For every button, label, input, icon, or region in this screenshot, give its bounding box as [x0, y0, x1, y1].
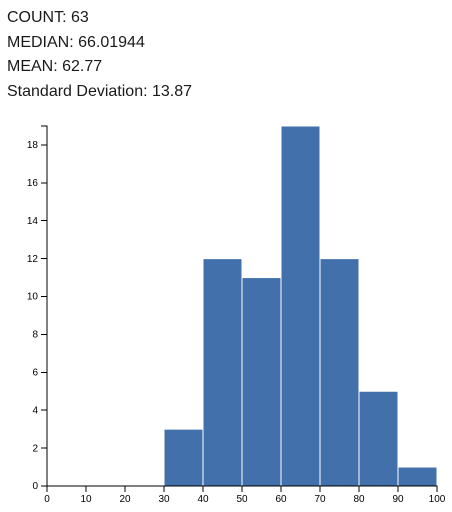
- histogram-bars: [163, 125, 438, 487]
- x-tick-80: 80: [353, 486, 365, 505]
- x-tick-90: 90: [392, 486, 404, 505]
- x-tick-50: 50: [236, 486, 248, 505]
- y-tick-label: 2: [32, 443, 38, 454]
- y-tick-label: 4: [32, 405, 38, 416]
- y-tick-16: 16: [27, 178, 47, 189]
- y-tick-label: 16: [27, 178, 39, 189]
- histogram-bar-80-90: [358, 390, 399, 487]
- y-tick-14: 14: [27, 216, 47, 227]
- x-tick-label: 50: [236, 494, 248, 505]
- histogram-bar-50-60: [241, 277, 282, 487]
- histogram-bar-70-80: [319, 258, 360, 487]
- y-tick-label: 6: [32, 368, 38, 379]
- y-tick-4: 4: [32, 405, 47, 416]
- x-axis: 0 10 20 30 40 50 60 70 80 90 100: [44, 485, 446, 505]
- median-stat: MEDIAN: 66.01944: [7, 33, 145, 51]
- y-tick-label: 12: [27, 254, 39, 265]
- std-dev-stat: Standard Deviation: 13.87: [7, 82, 193, 100]
- y-axis-line: [41, 125, 48, 487]
- y-tick-label: 14: [27, 216, 39, 227]
- x-tick-label: 30: [158, 494, 170, 505]
- summary-statistics: COUNT: 63 MEDIAN: 66.01944 MEAN: 62.77 S…: [7, 6, 192, 104]
- y-tick-label: 18: [27, 140, 39, 151]
- x-tick-label: 10: [80, 494, 92, 505]
- histogram-bar-90-100: [397, 466, 438, 487]
- x-tick-label: 80: [353, 494, 365, 505]
- y-tick-18: 18: [27, 140, 47, 151]
- y-tick-0: 0: [32, 481, 47, 492]
- y-tick-2: 2: [32, 443, 47, 454]
- histogram-bar-40-50: [202, 258, 243, 487]
- x-tick-30: 30: [158, 486, 170, 505]
- y-axis: 0 2 4 6 8 10 12 14 16 18: [27, 125, 48, 492]
- x-tick-label: 20: [119, 494, 131, 505]
- y-tick-10: 10: [27, 292, 47, 303]
- x-tick-40: 40: [197, 486, 209, 505]
- x-tick-label: 0: [44, 494, 50, 505]
- x-tick-label: 90: [392, 494, 404, 505]
- histogram-bar-30-40: [163, 428, 204, 487]
- x-tick-0: 0: [44, 486, 50, 505]
- x-tick-label: 70: [314, 494, 326, 505]
- mean-stat: MEAN: 62.77: [7, 58, 103, 75]
- y-tick-label: 10: [27, 292, 39, 303]
- x-tick-label: 100: [429, 494, 446, 505]
- x-tick-20: 20: [119, 486, 131, 505]
- y-tick-12: 12: [27, 254, 47, 265]
- y-tick-8: 8: [32, 330, 47, 341]
- x-tick-60: 60: [275, 486, 287, 505]
- x-tick-100: 100: [429, 486, 446, 505]
- count-stat: COUNT: 63: [7, 9, 89, 26]
- y-tick-label: 0: [32, 481, 38, 492]
- y-tick-label: 8: [32, 330, 38, 341]
- y-tick-6: 6: [32, 368, 47, 379]
- x-tick-label: 40: [197, 494, 209, 505]
- x-tick-70: 70: [314, 486, 326, 505]
- x-tick-10: 10: [80, 486, 92, 505]
- histogram-bar-60-70: [280, 125, 321, 487]
- x-tick-label: 60: [275, 494, 287, 505]
